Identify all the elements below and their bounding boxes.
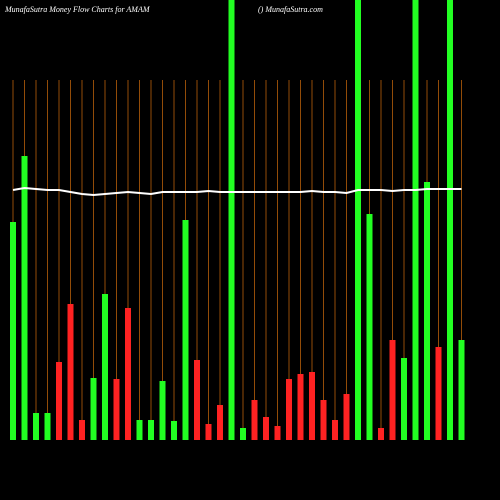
- bar: [366, 214, 373, 440]
- bar: [56, 362, 62, 440]
- bar: [263, 417, 269, 440]
- chart-title: MunafaSutra Money Flow Charts for AMAM: [4, 5, 151, 14]
- bar: [447, 0, 453, 440]
- bar: [389, 340, 396, 440]
- bar: [44, 413, 51, 440]
- bar: [10, 222, 16, 440]
- bar: [286, 379, 292, 440]
- bar: [435, 347, 442, 440]
- bar: [412, 0, 419, 440]
- bar: [205, 424, 212, 440]
- bar: [21, 156, 28, 440]
- bar: [378, 428, 384, 440]
- bar: [274, 426, 281, 440]
- bar: [194, 360, 200, 440]
- bar: [67, 304, 74, 440]
- bar: [320, 400, 327, 440]
- bar: [332, 420, 338, 440]
- bar: [33, 413, 39, 440]
- bar: [113, 379, 120, 440]
- bar: [251, 400, 258, 440]
- bar: [79, 420, 85, 440]
- bar: [136, 420, 143, 440]
- bar: [297, 374, 304, 440]
- bar: [125, 308, 131, 440]
- bar: [240, 428, 246, 440]
- bar: [355, 0, 361, 440]
- bar: [102, 294, 108, 440]
- bar: [458, 340, 465, 440]
- money-flow-line: [12, 186, 462, 197]
- bar: [228, 0, 235, 440]
- bar: [182, 220, 189, 440]
- bar: [424, 182, 430, 440]
- bar: [159, 381, 166, 440]
- bar: [171, 421, 177, 440]
- bar: [309, 372, 315, 440]
- bar: [343, 394, 350, 440]
- bar: [217, 405, 223, 440]
- bar: [148, 420, 154, 440]
- bar: [90, 378, 97, 440]
- chart-subtitle: () MunafaSutra.com: [258, 5, 323, 14]
- bar: [401, 358, 407, 440]
